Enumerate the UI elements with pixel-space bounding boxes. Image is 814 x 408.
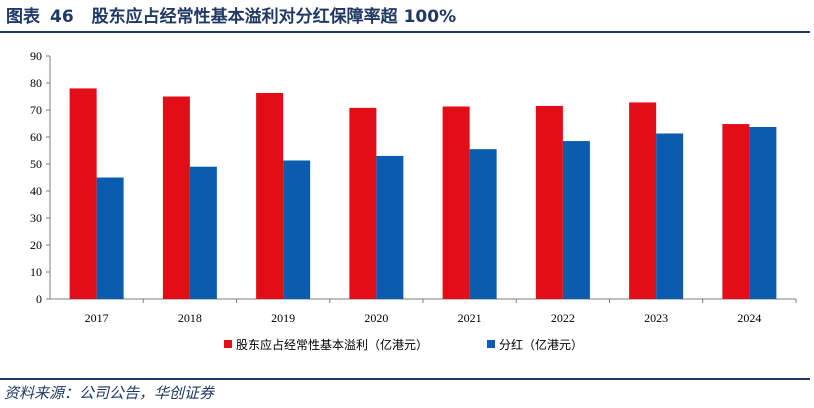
y-tick-label: 40: [30, 184, 42, 198]
figure-caption: 股东应占经常性基本溢利对分红保障率超 100%: [91, 7, 457, 27]
y-tick-label: 70: [30, 103, 42, 117]
bar-profit: [722, 124, 750, 299]
y-tick-label: 20: [30, 238, 42, 252]
y-tick-label: 90: [30, 49, 42, 63]
figure-number: 46: [50, 7, 74, 27]
bar-profit: [69, 88, 97, 300]
bar-chart: 0 10 20 30 40 50 60 70 80 90 2017 2018 2019 2020 2021 2…: [30, 49, 797, 352]
bar-dividend: [376, 155, 404, 299]
x-tick-label: 2022: [551, 311, 575, 325]
y-tick-label: 0: [36, 292, 42, 306]
legend-item-profit-label: 股东应占经常性基本溢利（亿港元）: [236, 337, 428, 352]
legend-item-dividend-label: 分红（亿港元）: [499, 337, 583, 352]
y-tick-label: 60: [30, 130, 42, 144]
legend-item-profit-swatch: [224, 340, 232, 348]
y-tick-label: 10: [30, 265, 42, 279]
x-tick-label: 2021: [458, 311, 482, 325]
y-tick-label: 30: [30, 211, 42, 225]
legend-item-dividend-swatch: [487, 340, 495, 348]
figure-title: 图表 46 股东应占经常性基本溢利对分红保障率超 100%: [6, 4, 456, 30]
bar-dividend: [96, 177, 124, 299]
bar-dividend: [189, 166, 217, 299]
bar-dividend: [656, 133, 684, 299]
bar-profit: [442, 106, 470, 300]
x-tick-label: 2023: [644, 311, 668, 325]
bar-profit: [349, 107, 377, 299]
bar-dividend: [469, 149, 497, 299]
x-tick-label: 2020: [364, 311, 388, 325]
x-tick-label: 2017: [85, 311, 109, 325]
x-tick-label: 2018: [178, 311, 202, 325]
source-rule: [0, 378, 810, 380]
x-tick-label: 2019: [271, 311, 295, 325]
bar-dividend: [562, 141, 590, 299]
figure-label: 图表: [6, 7, 40, 27]
bar-profit: [629, 102, 657, 299]
bar-profit: [256, 92, 284, 300]
x-tick-label: 2024: [737, 311, 761, 325]
bar-profit: [535, 105, 563, 299]
bar-profit: [162, 96, 190, 299]
y-tick-label: 80: [30, 76, 42, 90]
bar-dividend: [749, 127, 777, 299]
source-note: 资料来源：公司公告，华创证券: [4, 384, 215, 402]
y-tick-label: 50: [30, 157, 42, 171]
title-rule: [0, 31, 810, 33]
bar-dividend: [283, 160, 311, 299]
